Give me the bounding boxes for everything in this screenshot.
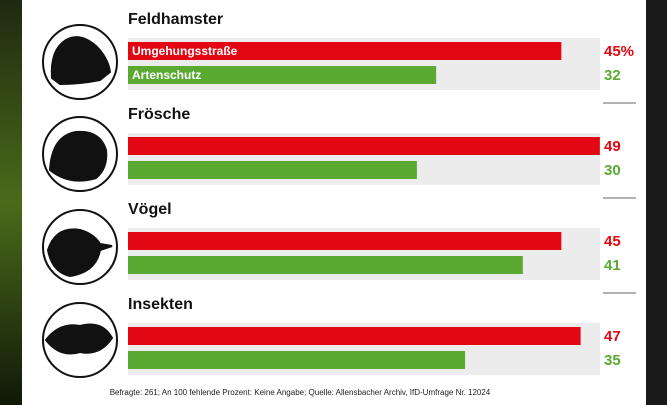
bar [128, 232, 561, 250]
photo-edge [646, 0, 667, 405]
group-title: Insekten [128, 296, 193, 313]
footnote: Befragte: 261; An 100 fehlende Prozent: … [110, 388, 491, 397]
value-label: 41 [604, 257, 621, 274]
bar [128, 351, 465, 369]
value-label: 49 [604, 138, 621, 155]
icons [43, 25, 117, 377]
group-title: Vögel [128, 201, 172, 218]
legend-entry: Umgehungsstraße [132, 44, 238, 58]
value-label: 32 [604, 67, 621, 84]
bar [128, 327, 581, 345]
bar [128, 137, 600, 155]
value-label: 47 [604, 328, 621, 345]
bar [128, 161, 417, 179]
group-title: Feldhamster [128, 11, 223, 28]
bar [128, 256, 523, 274]
legend-entry: Artenschutz [132, 68, 201, 82]
value-label: 45 [604, 233, 621, 250]
group-title: Frösche [128, 106, 190, 123]
value-label: 45% [604, 43, 634, 60]
value-label: 35 [604, 352, 621, 369]
chart: Befragte: 261; An 100 fehlende Prozent: … [0, 0, 667, 405]
photo-edge [0, 0, 22, 405]
value-label: 30 [604, 162, 621, 179]
